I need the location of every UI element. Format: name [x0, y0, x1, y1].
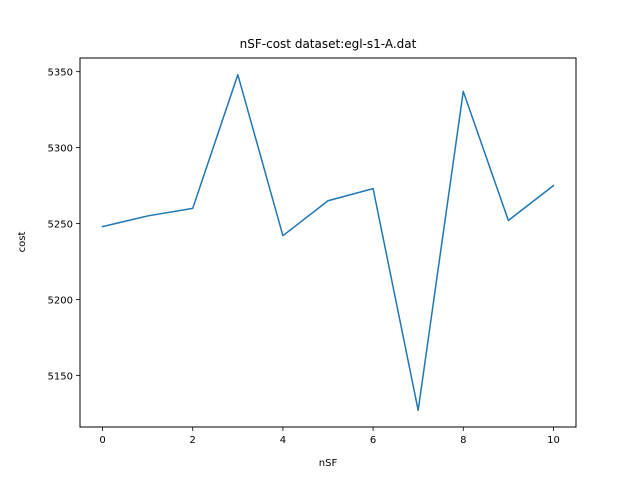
x-axis-label: nSF — [319, 458, 338, 469]
x-axis: 0 2 4 6 8 10 — [99, 427, 560, 446]
axes-frame — [79, 57, 577, 428]
x-tick-label: 0 — [99, 435, 105, 446]
x-tick-label: 2 — [190, 435, 196, 446]
y-axis-label: cost — [17, 232, 28, 253]
y-axis: 5150 5200 5250 5300 5350 — [48, 68, 80, 382]
x-tick-label: 8 — [460, 435, 466, 446]
y-tick-label: 5250 — [48, 220, 73, 231]
y-tick-label: 5150 — [48, 371, 73, 382]
series-line — [101, 73, 555, 412]
x-tick-label: 10 — [547, 435, 560, 446]
y-tick-label: 5350 — [48, 68, 73, 79]
y-tick-label: 5300 — [48, 144, 73, 155]
plot-area — [101, 73, 555, 412]
chart-title: nSF-cost dataset:egl-s1-A.dat — [240, 37, 417, 51]
y-tick-label: 5200 — [48, 295, 73, 306]
x-tick-label: 4 — [280, 435, 286, 446]
x-tick-label: 6 — [370, 435, 376, 446]
